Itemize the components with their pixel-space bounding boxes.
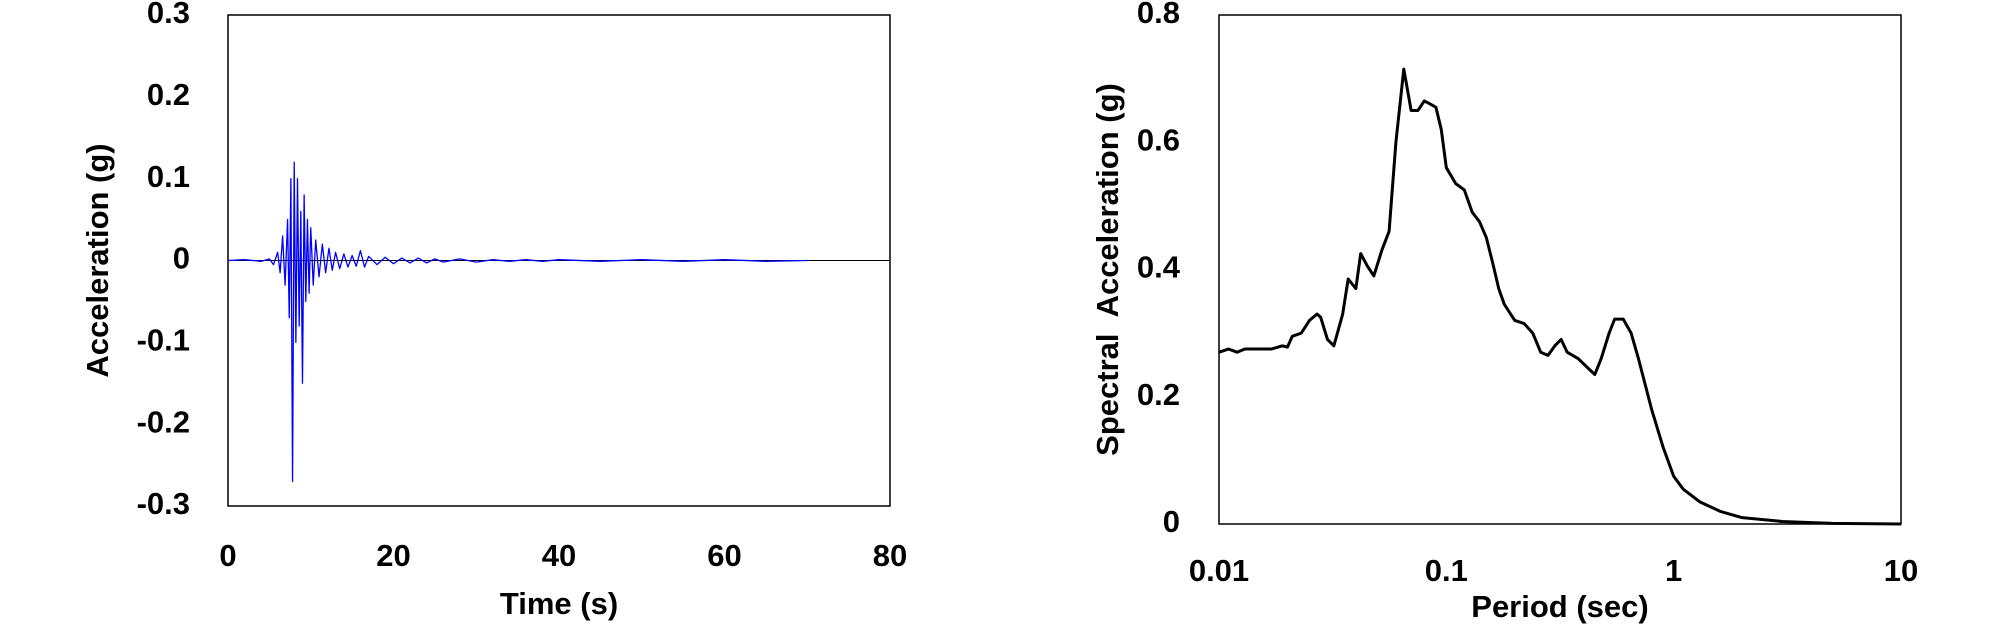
x-axis-label: Period (sec) bbox=[1471, 589, 1648, 624]
x-tick-label: 20 bbox=[376, 538, 410, 573]
x-axis-label: Time (s) bbox=[500, 586, 618, 621]
x-tick-label: 40 bbox=[542, 538, 576, 573]
y-tick-label: -0.1 bbox=[137, 323, 190, 358]
y-tick-label: 0.1 bbox=[147, 159, 190, 194]
y-tick-label: 0 bbox=[173, 241, 190, 276]
y-axis-label: Acceleration (g) bbox=[80, 143, 115, 377]
y-tick-label: -0.2 bbox=[137, 404, 190, 439]
x-tick-label: 10 bbox=[1884, 553, 1918, 588]
y-tick-label: -0.3 bbox=[137, 486, 190, 521]
y-tick-label: 0.2 bbox=[147, 77, 190, 112]
y-tick-label: 0.8 bbox=[1137, 0, 1180, 30]
y-tick-label: 0.2 bbox=[1137, 377, 1180, 412]
data-line bbox=[227, 161, 808, 483]
x-tick-label: 60 bbox=[707, 538, 741, 573]
plot-frame bbox=[1218, 14, 1902, 525]
x-tick-label: 1 bbox=[1665, 553, 1682, 588]
y-tick-label: 0.6 bbox=[1137, 122, 1180, 157]
x-tick-label: 80 bbox=[873, 538, 907, 573]
y-axis-label: Spectral Acceleration (g) bbox=[1090, 83, 1125, 456]
x-tick-label: 0.01 bbox=[1189, 553, 1249, 588]
x-tick-label: 0 bbox=[219, 538, 236, 573]
x-tick-label: 0.1 bbox=[1425, 553, 1468, 588]
y-tick-label: 0 bbox=[1163, 504, 1180, 539]
y-tick-label: 0.4 bbox=[1137, 250, 1181, 285]
data-line bbox=[1218, 67, 1902, 526]
y-tick-label: 0.3 bbox=[147, 0, 190, 30]
